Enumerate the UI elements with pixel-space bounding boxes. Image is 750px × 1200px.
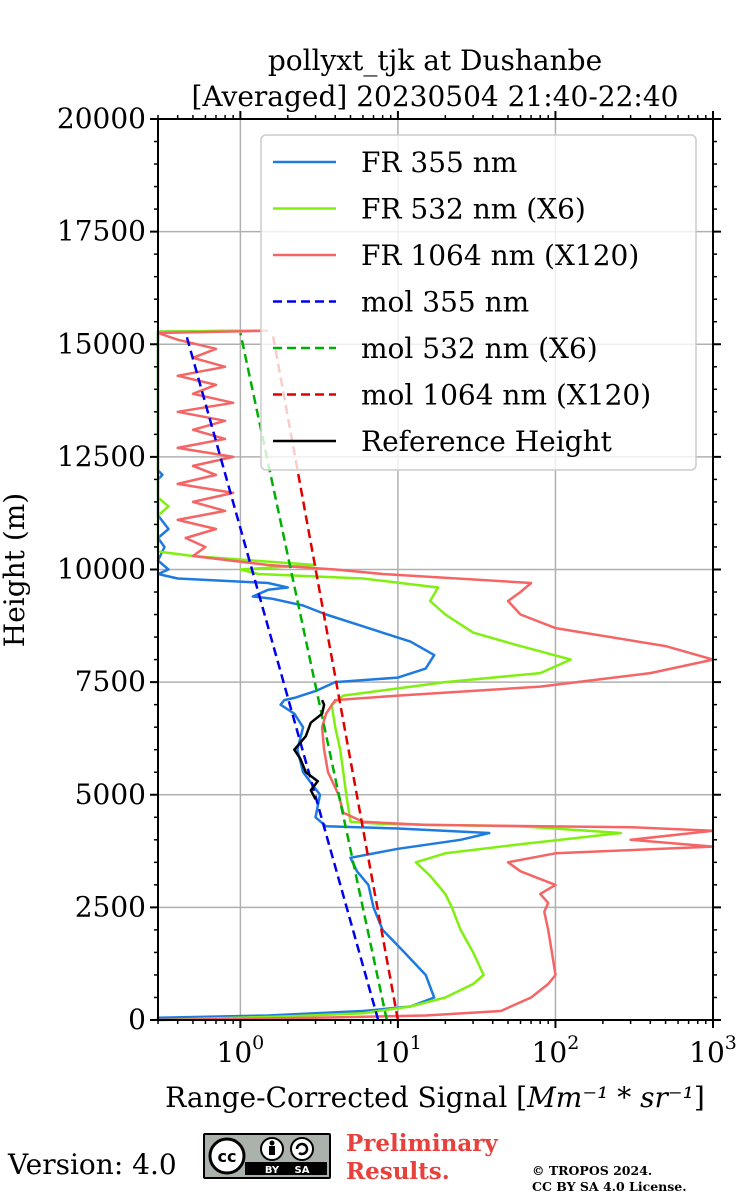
legend-label-6: Reference Height (361, 425, 613, 458)
copyright-line1: © TROPOS 2024. (532, 1163, 653, 1178)
legend-label-5: mol 1064 nm (X120) (361, 379, 651, 412)
x-tick-labels: 100 101 102 103 (217, 1032, 737, 1069)
preliminary-line2: Results. (346, 1158, 450, 1185)
cc-by-label: BY (265, 1165, 280, 1176)
legend-label-1: FR 532 nm (X6) (361, 193, 586, 226)
y-tick-label: 20000 (57, 102, 146, 135)
legend-label-0: FR 355 nm (361, 146, 517, 179)
preliminary-line1: Preliminary (346, 1130, 498, 1157)
series-line-6 (293, 699, 326, 800)
y-tick-label: 17500 (57, 215, 146, 248)
legend-label-2: FR 1064 nm (X120) (361, 239, 639, 272)
x-tick-label: 102 (532, 1032, 580, 1069)
series-line-2 (156, 329, 715, 1022)
series-line-4 (239, 332, 389, 1021)
legend-items: FR 355 nm FR 532 nm (X6) FR 1064 nm (X120)… (273, 146, 651, 458)
y-tick-label: 5000 (75, 778, 146, 811)
cc-sa-label: SA (295, 1165, 310, 1176)
legend-box (260, 134, 697, 471)
series-line-3 (184, 332, 380, 1021)
y-tick-labels: 0 2500 5000 7500 10000 12500 15000 17500 20000 (57, 102, 146, 1036)
x-axis-label-end: ] (694, 1081, 705, 1114)
x-axis-label-text: Range-Corrected Signal [ (165, 1081, 527, 1114)
x-axis-label: Range-Corrected Signal [Mm⁻¹ * sr⁻¹] (165, 1081, 705, 1114)
y-tick-label: 2500 (75, 890, 146, 923)
cc-license-icon: cc BY SA (208, 1137, 327, 1176)
copyright-line2: CC BY SA 4.0 License. (532, 1179, 687, 1194)
x-tick-label: 101 (374, 1032, 422, 1069)
y-tick-label: 0 (128, 1003, 146, 1036)
preliminary-notice: Preliminary Results. (346, 1130, 498, 1186)
legend-label-4: mol 532 nm (X6) (361, 332, 598, 365)
cc-license-badge: cc BY SA (203, 1133, 331, 1179)
copyright-notice: © TROPOS 2024. CC BY SA 4.0 License. (532, 1163, 687, 1195)
x-tick-label: 103 (689, 1032, 737, 1069)
y-tick-label: 7500 (75, 665, 146, 698)
y-tick-label: 10000 (57, 553, 146, 586)
legend-label-3: mol 355 nm (361, 286, 529, 319)
y-tick-label: 12500 (57, 440, 146, 473)
axis-ticks (150, 111, 721, 1028)
x-tick-label: 100 (217, 1032, 265, 1069)
series-line-0 (156, 329, 491, 1020)
cc-mark: cc (218, 1147, 237, 1166)
y-tick-label: 15000 (57, 327, 146, 360)
legend: FR 355 nm FR 532 nm (X6) FR 1064 nm (X120)… (260, 134, 697, 471)
series-line-1 (156, 329, 623, 1022)
x-axis-label-math: Mm⁻¹ * sr⁻¹ (526, 1081, 694, 1114)
chart-title-line2: [Averaged] 20230504 21:40-22:40 (192, 80, 679, 113)
share-alike-icon (290, 1137, 314, 1161)
chart-title-line1: pollyxt_tjk at Dushanbe (268, 44, 602, 77)
version-label: Version: 4.0 (8, 1148, 177, 1181)
y-axis-label: Height (m) (0, 493, 31, 647)
